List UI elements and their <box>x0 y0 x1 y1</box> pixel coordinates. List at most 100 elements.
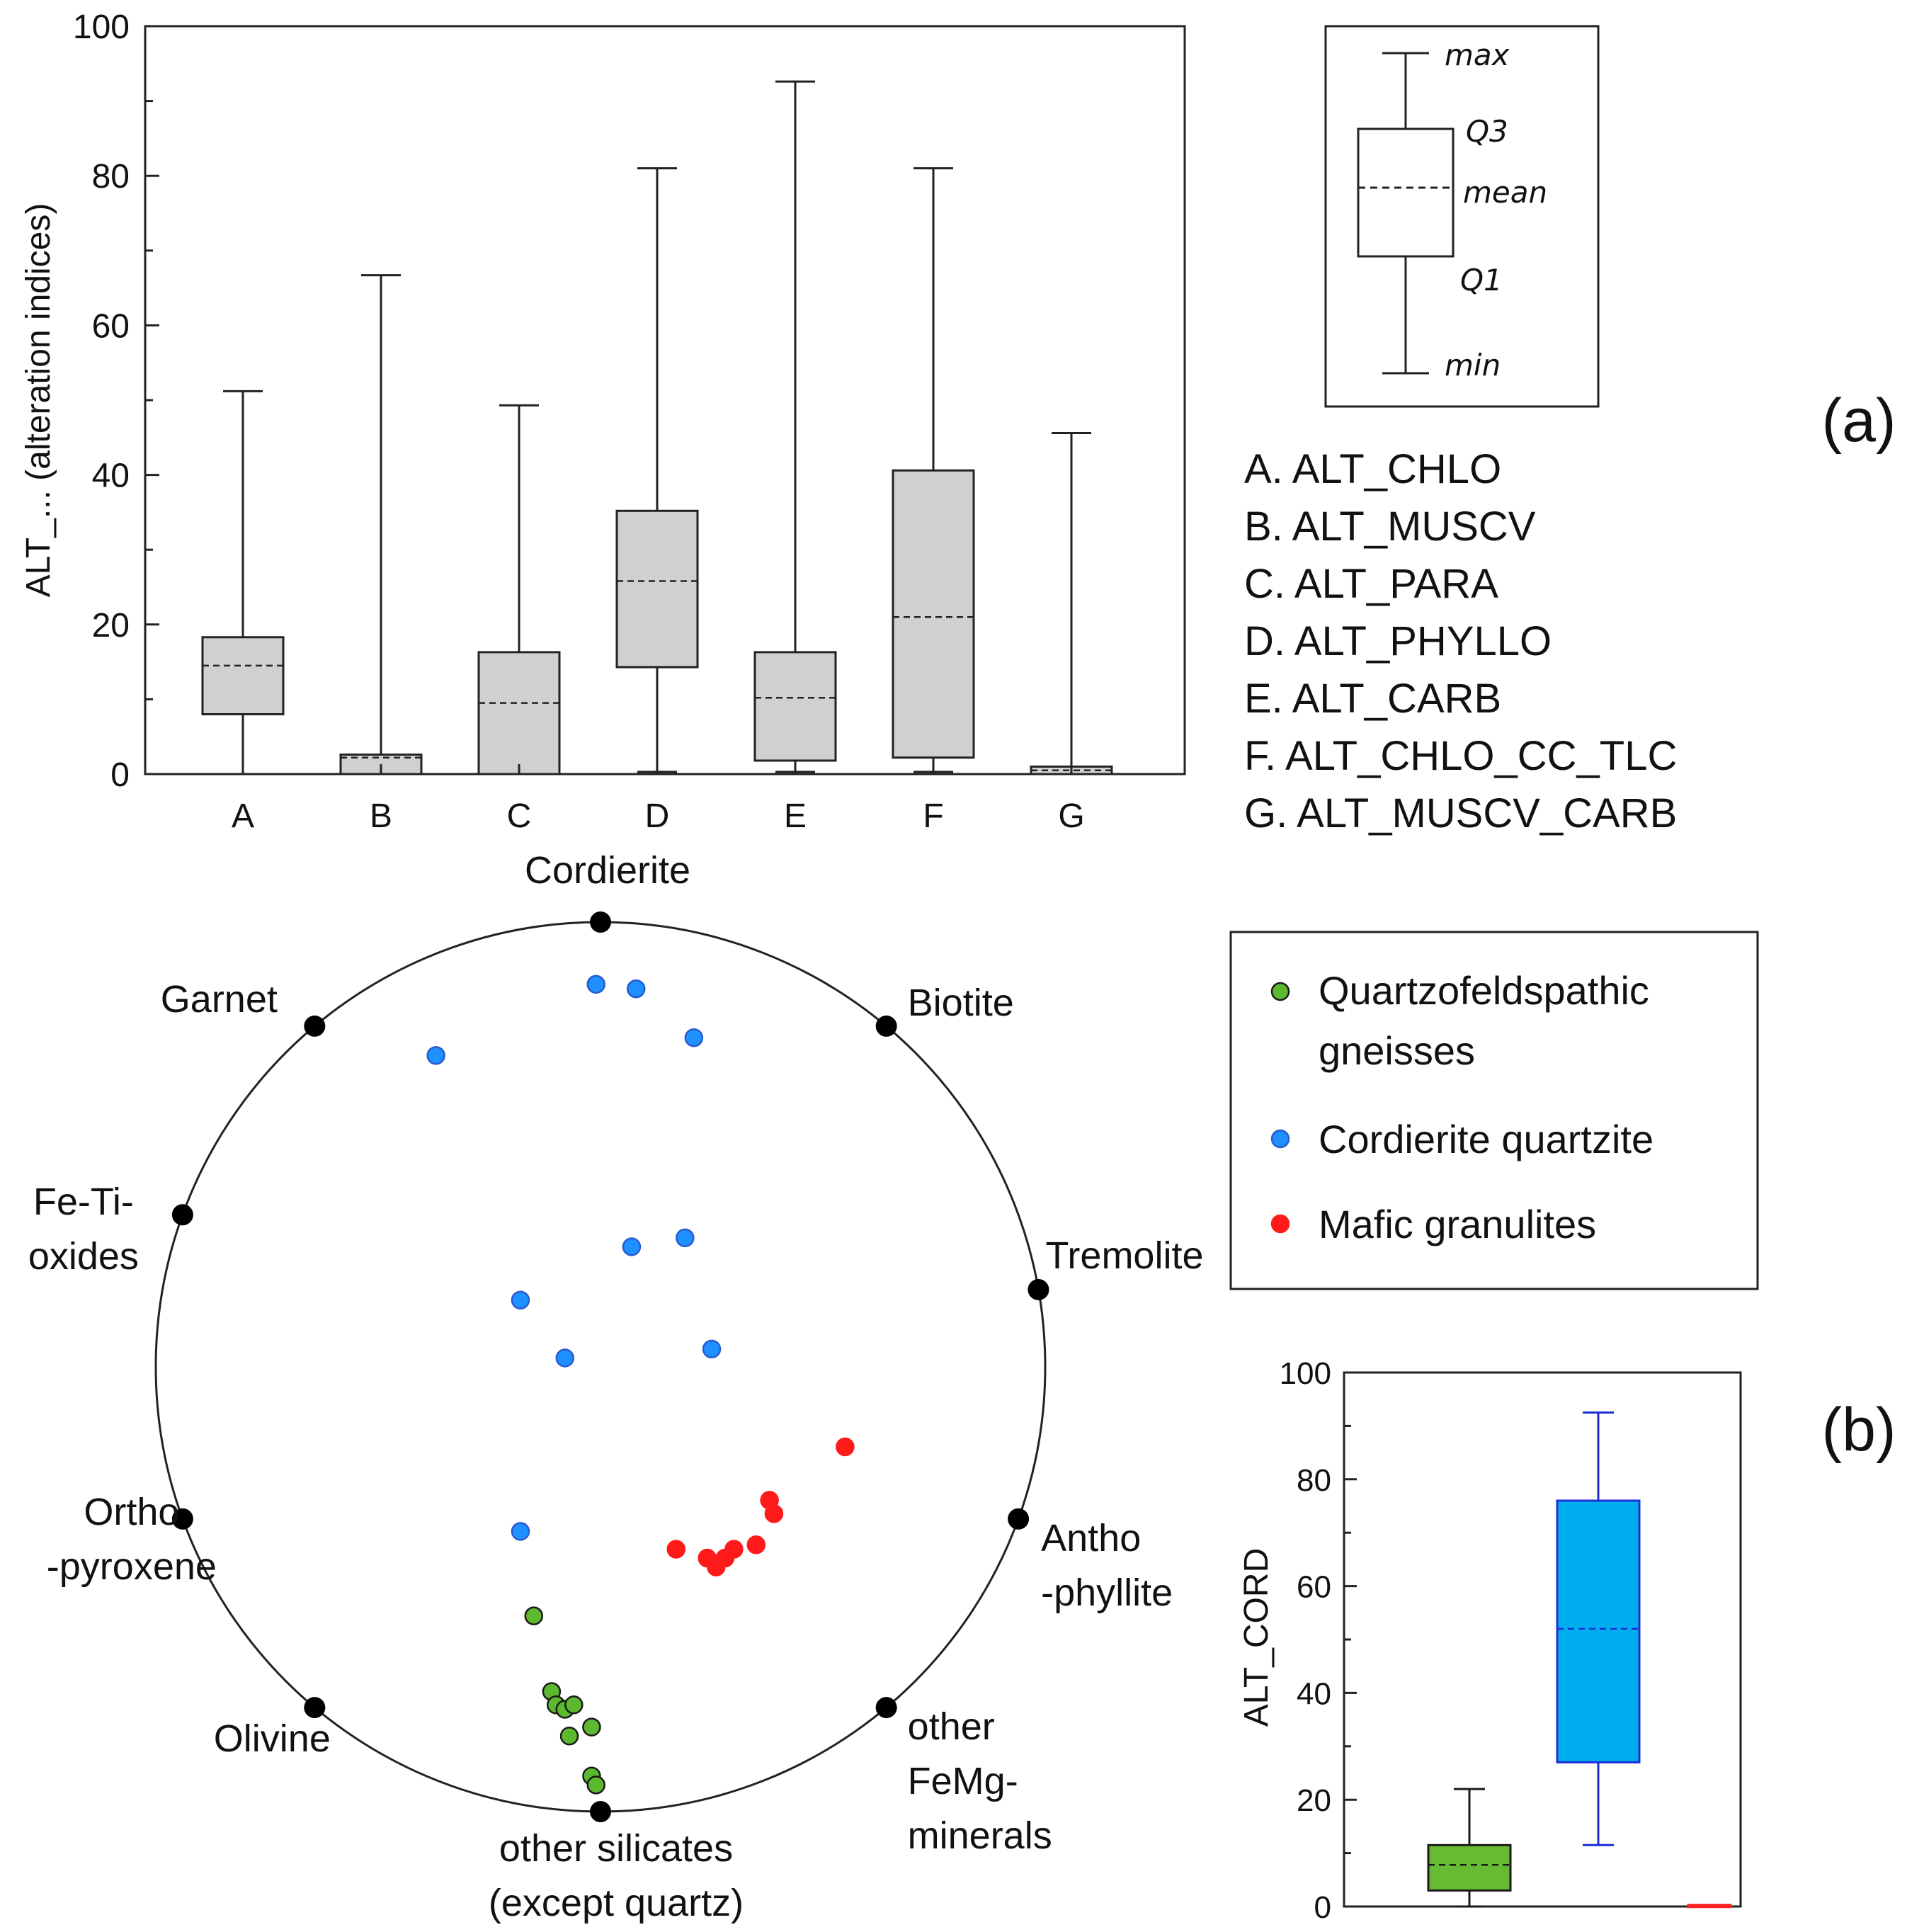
vertex-label: oxides <box>28 1235 139 1278</box>
data-point <box>746 1535 766 1555</box>
y-tick-label-b: 60 <box>1297 1570 1331 1605</box>
data-point <box>676 1228 695 1248</box>
boxplot-alt-cord: 0 20 40 60 80 100 ALT_CORD <box>1238 1356 1742 1925</box>
box-b <box>1556 1499 1641 1763</box>
box-D <box>615 509 699 669</box>
y-tick-label-a: 60 <box>92 307 130 345</box>
legend-a-item: D. ALT_PHYLLO <box>1244 618 1552 664</box>
y-axis-a: 0 20 40 60 80 100 <box>73 8 159 794</box>
vertex-marker <box>875 1697 897 1719</box>
diagram-circle <box>154 921 1047 1813</box>
y-tick-label-a: 40 <box>92 458 130 495</box>
boxplot-alteration-indices: 0 20 40 60 80 100 ALT_... (alteration indices… <box>20 8 1186 835</box>
vertex-marker <box>875 1015 897 1037</box>
vertex-label: Biotite <box>908 982 1014 1024</box>
panel-tag-a: (a) <box>1821 387 1896 455</box>
legend-a-item: F. ALT_CHLO_CC_TLC <box>1244 733 1677 779</box>
boxes-b <box>1427 1411 1732 1909</box>
legend-a-item: A. ALT_CHLO <box>1244 446 1501 492</box>
vertex-label: minerals <box>908 1814 1052 1857</box>
legend-b: Quartzofeldspathic gneisses Cordierite q… <box>1229 931 1759 1290</box>
data-point <box>764 1504 784 1523</box>
vertex-marker <box>304 1697 326 1719</box>
x-tick-label-A: A <box>232 797 254 835</box>
x-tick-label-E: E <box>784 797 807 835</box>
data-point <box>524 1606 544 1625</box>
legend-label-mafic-granulites: Mafic granulites <box>1319 1202 1596 1246</box>
data-point <box>555 1348 575 1368</box>
legend-label-quartzofeldspathic-2: gneisses <box>1319 1028 1475 1073</box>
data-point <box>582 1717 601 1737</box>
legend-marker-cordierite-quartzite <box>1270 1129 1290 1149</box>
legend-a-item: C. ALT_PARA <box>1244 561 1498 607</box>
box-key: max Q3 mean Q1 min <box>1324 25 1600 408</box>
key-max-label: max <box>1445 38 1510 72</box>
data-point <box>586 1775 605 1795</box>
data-point <box>707 1557 726 1576</box>
vertex-label: other <box>908 1705 995 1748</box>
x-tick-label-B: B <box>370 797 392 835</box>
data-point <box>511 1522 530 1541</box>
data-point <box>586 974 605 994</box>
y-tick-label-a: 80 <box>92 158 130 195</box>
plot-frame-b <box>1343 1371 1742 1908</box>
x-tick-label-C: C <box>507 797 532 835</box>
vertex-marker <box>171 1204 193 1226</box>
vertex-label: Tremolite <box>1045 1234 1203 1277</box>
legend-label-cordierite-quartzite: Cordierite quartzite <box>1319 1117 1653 1161</box>
x-tick-label-F: F <box>923 797 943 835</box>
box-E <box>753 651 837 762</box>
legend-a-item: G. ALT_MUSCV_CARB <box>1244 790 1677 836</box>
box-A <box>201 636 285 716</box>
legend-a: A. ALT_CHLO B. ALT_MUSCV C. ALT_PARA D. ALT… <box>1244 446 1677 836</box>
vertex-label: Cordierite <box>525 849 690 892</box>
sample-points <box>426 974 855 1795</box>
y-tick-label-a: 100 <box>73 8 130 46</box>
y-tick-label-a: 0 <box>110 756 130 794</box>
data-point <box>559 1726 579 1746</box>
key-mean-label: mean <box>1463 175 1547 210</box>
data-point <box>564 1695 584 1715</box>
data-point <box>622 1237 642 1256</box>
vertex-label: other silicates <box>499 1827 733 1870</box>
x-tick-label-G: G <box>1058 797 1084 835</box>
y-tick-label-b: 80 <box>1297 1463 1331 1498</box>
box-F <box>892 469 975 759</box>
box-key-frame <box>1324 25 1600 408</box>
y-tick-label-b: 100 <box>1280 1356 1331 1391</box>
data-point <box>702 1339 722 1359</box>
box-C <box>477 651 561 775</box>
vertex-label: Ortho <box>84 1491 179 1533</box>
data-point <box>666 1540 686 1559</box>
circular-mineral-diagram: Cordierite Biotite Tremolite Antho -phyllite… <box>28 849 1204 1924</box>
vertex-label: FeMg- <box>908 1760 1018 1802</box>
y-axis-b: 0 20 40 60 80 100 <box>1280 1356 1357 1925</box>
vertex-label: Olivine <box>214 1717 331 1760</box>
vertex-marker <box>590 911 611 933</box>
legend-a-item: B. ALT_MUSCV <box>1244 504 1536 550</box>
key-q3-label: Q3 <box>1466 114 1508 149</box>
legend-marker-quartzofeldspathic <box>1270 982 1290 1001</box>
y-axis-label-b: ALT_CORD <box>1238 1548 1275 1727</box>
boxes-a: A B C D E F G <box>201 80 1113 835</box>
box-b <box>1427 1843 1512 1892</box>
vertex-marker <box>171 1508 193 1530</box>
vertex-marker <box>1008 1508 1030 1530</box>
legend-a-item: E. ALT_CARB <box>1244 676 1501 722</box>
box-b <box>1687 1904 1732 1909</box>
vertex-label: (except quartz) <box>489 1882 744 1924</box>
data-point <box>626 979 646 999</box>
panel-tag-b: (b) <box>1821 1396 1896 1464</box>
y-tick-label-b: 40 <box>1297 1676 1331 1711</box>
vertex-label: -pyroxene <box>47 1545 217 1588</box>
vertex-label: -phyllite <box>1041 1572 1173 1614</box>
data-point <box>511 1290 530 1310</box>
data-point <box>426 1046 445 1065</box>
vertex-label: Antho <box>1041 1517 1141 1559</box>
key-q1-label: Q1 <box>1460 263 1503 297</box>
mineral-vertices: Cordierite Biotite Tremolite Antho -phyllite… <box>28 849 1204 1924</box>
vertex-marker <box>590 1801 611 1822</box>
legend-marker-mafic-granulites <box>1270 1214 1290 1234</box>
legend-label-quartzofeldspathic-1: Quartzofeldspathic <box>1319 968 1649 1013</box>
